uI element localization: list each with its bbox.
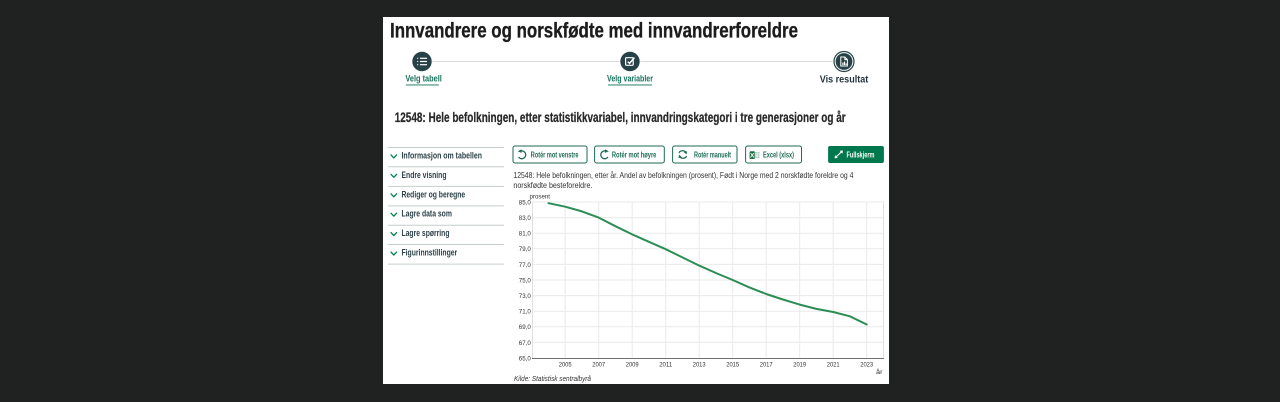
svg-text:75,0: 75,0 <box>519 277 531 284</box>
svg-text:2021: 2021 <box>827 362 840 369</box>
svg-text:77,0: 77,0 <box>519 262 531 269</box>
svg-text:2013: 2013 <box>693 362 706 369</box>
svg-text:2019: 2019 <box>793 362 806 369</box>
svg-text:79,0: 79,0 <box>519 246 531 253</box>
svg-text:65,0: 65,0 <box>519 355 531 362</box>
svg-text:Rediger og beregne: Rediger og beregne <box>402 189 466 199</box>
svg-text:Excel (xlsx): Excel (xlsx) <box>763 150 794 159</box>
svg-text:2015: 2015 <box>726 362 739 369</box>
svg-text:12548: Hele befolkningen, ette: 12548: Hele befolkningen, etter statisti… <box>395 110 847 125</box>
svg-text:Rotér manuelt: Rotér manuelt <box>694 150 731 159</box>
svg-text:73,0: 73,0 <box>519 293 531 300</box>
svg-text:Endre visning: Endre visning <box>402 170 447 180</box>
svg-text:85,0: 85,0 <box>519 199 531 206</box>
svg-text:år: år <box>876 368 883 376</box>
svg-text:Figurinnstillinger: Figurinnstillinger <box>402 248 458 258</box>
svg-text:prosent: prosent <box>530 193 551 200</box>
svg-text:67,0: 67,0 <box>519 340 531 347</box>
svg-text:Velg variabler: Velg variabler <box>607 74 653 84</box>
svg-text:2009: 2009 <box>626 362 639 369</box>
svg-text:81,0: 81,0 <box>519 231 531 238</box>
svg-text:Lagre spørring: Lagre spørring <box>402 228 450 238</box>
svg-text:Velg tabell: Velg tabell <box>405 74 442 84</box>
svg-text:Innvandrere og norskfødte med: Innvandrere og norskfødte med innvandrer… <box>390 19 798 43</box>
svg-text:X: X <box>750 153 755 160</box>
svg-text:2007: 2007 <box>592 362 605 369</box>
svg-text:12548: Hele befolkningen, ette: 12548: Hele befolkningen, etter år. Ande… <box>513 170 853 180</box>
svg-text:71,0: 71,0 <box>519 309 531 316</box>
svg-text:Vis resultat: Vis resultat <box>820 74 869 85</box>
svg-text:2023: 2023 <box>860 362 873 369</box>
svg-text:2005: 2005 <box>559 362 572 369</box>
svg-text:Rotér mot høyre: Rotér mot høyre <box>612 150 657 159</box>
svg-text:2011: 2011 <box>659 362 672 369</box>
svg-text:Rotér mot venstre: Rotér mot venstre <box>531 150 579 159</box>
svg-text:2017: 2017 <box>760 362 773 369</box>
svg-text:Lagre data som: Lagre data som <box>402 209 452 219</box>
svg-text:Kilde: Statistisk sentralbyrå: Kilde: Statistisk sentralbyrå <box>514 375 591 383</box>
svg-text:Informasjon om tabellen: Informasjon om tabellen <box>402 151 483 161</box>
svg-text:Fullskjerm: Fullskjerm <box>847 150 875 159</box>
svg-text:norskfødte besteforeldre.: norskfødte besteforeldre. <box>513 180 592 190</box>
svg-text:69,0: 69,0 <box>519 324 531 331</box>
svg-text:83,0: 83,0 <box>519 215 531 222</box>
